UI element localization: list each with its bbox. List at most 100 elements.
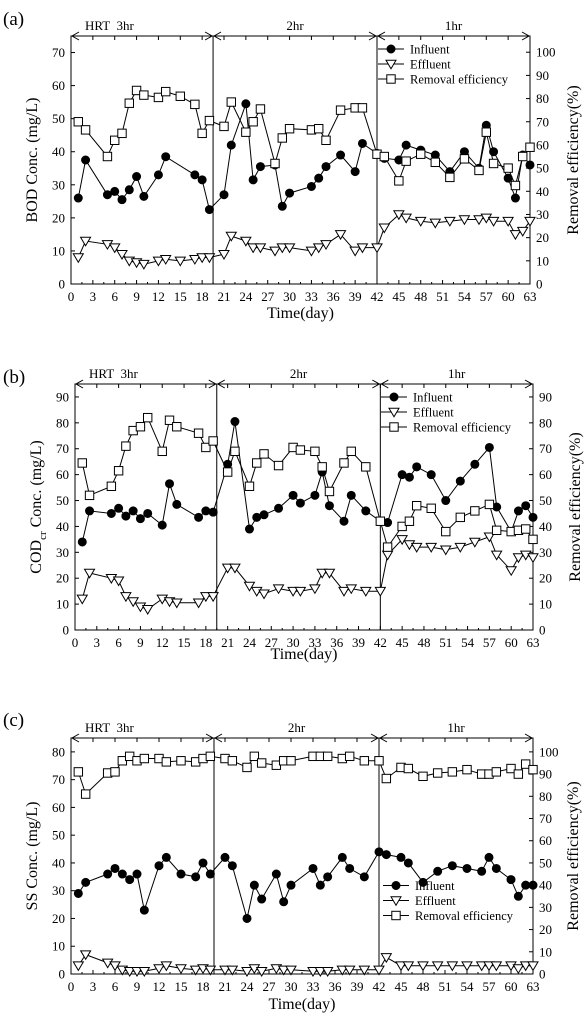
data-point-removal-efficiency [277, 133, 287, 143]
y-tick-label: 30 [56, 545, 69, 560]
phase-label-2: 2hr [286, 18, 304, 33]
data-point-effluent [72, 961, 85, 972]
series-line-3 [77, 89, 531, 188]
data-point-removal-efficiency [201, 442, 211, 453]
data-point-influent [324, 501, 334, 511]
data-point-influent [323, 872, 333, 882]
y2-tick-label: 40 [539, 519, 552, 534]
data-point-removal-efficiency [139, 753, 150, 764]
data-point-removal-efficiency [403, 763, 414, 774]
data-point-removal-efficiency [295, 445, 306, 455]
data-point-removal-efficiency [227, 756, 238, 766]
y-axis-label-rest: Conc. (mg/L) [28, 440, 45, 531]
data-point-effluent [380, 953, 393, 964]
data-point-influent [77, 537, 87, 547]
data-point-influent [81, 155, 91, 165]
data-point-removal-efficiency [404, 516, 415, 526]
data-point-influent [110, 863, 120, 873]
data-point-influent [308, 863, 318, 873]
y-tick-label: 0 [59, 967, 66, 982]
data-point-influent [161, 152, 171, 162]
data-point-removal-efficiency [139, 90, 149, 100]
legend-entry: Effluent [413, 406, 454, 420]
data-point-effluent [446, 961, 459, 972]
data-point-influent [470, 459, 480, 469]
x-tick-label: 33 [305, 289, 318, 304]
data-point-removal-efficiency [430, 157, 440, 168]
data-point-influent [128, 506, 138, 516]
data-point-removal-efficiency [249, 751, 260, 762]
data-point-influent [73, 888, 83, 898]
data-point-effluent [349, 246, 362, 257]
data-point-influent [337, 852, 347, 862]
phase-label-3: 1hr [448, 366, 466, 381]
data-point-removal-efficiency [335, 105, 346, 115]
data-point-removal-efficiency [361, 462, 371, 472]
data-point-influent [172, 499, 182, 509]
data-point-influent [513, 891, 523, 901]
data-point-influent [81, 877, 91, 887]
phase-arrowhead-right-3 [524, 733, 534, 743]
phase-arrowhead-left-3 [376, 31, 386, 41]
data-point-influent [345, 863, 355, 873]
data-point-effluent [336, 965, 349, 976]
y-axis-label: BOD Conc. (mg/L) [24, 98, 41, 223]
data-point-removal-efficiency [284, 124, 295, 134]
data-point-effluent [487, 216, 500, 227]
legend-entry: Influent [415, 879, 455, 893]
phase-arrowhead-right-1 [208, 379, 217, 389]
data-point-removal-efficiency [491, 767, 502, 777]
y2-tick-label: 20 [539, 571, 552, 586]
y2-tick-label: 30 [539, 900, 552, 915]
data-point-influent [255, 162, 265, 172]
phase-arrowhead-left-1 [70, 733, 80, 743]
y-tick-label: 0 [59, 277, 66, 292]
data-point-effluent [378, 223, 391, 234]
data-point-removal-efficiency [447, 767, 458, 777]
data-point-influent [455, 476, 465, 486]
y2-tick-label: 20 [536, 230, 549, 245]
x-tick-label: 57 [480, 289, 494, 304]
data-point-effluent [79, 236, 92, 247]
x-tick-label: 15 [174, 289, 187, 304]
data-point-influent [295, 498, 305, 508]
y-tick-label: 70 [52, 772, 65, 787]
data-point-removal-efficiency [161, 86, 171, 97]
phase-label-1: HRT 3hr [85, 18, 134, 33]
legend-marker [388, 407, 400, 418]
data-point-effluent [343, 965, 356, 976]
data-point-removal-efficiency [164, 415, 175, 425]
y2-axis-label: Removal efficiency(%) [567, 432, 584, 581]
data-point-influent [426, 470, 436, 480]
x-tick-label: 12 [156, 635, 169, 650]
data-point-effluent [287, 586, 299, 597]
x-tick-label: 42 [371, 289, 384, 304]
data-point-effluent [305, 246, 318, 257]
data-point-removal-efficiency [432, 768, 443, 778]
data-point-effluent [285, 965, 297, 976]
data-point-removal-efficiency [324, 486, 335, 497]
data-point-influent [506, 875, 516, 885]
x-tick-label: 12 [152, 289, 165, 304]
data-point-influent [381, 850, 391, 860]
y-tick-label: 30 [52, 177, 65, 192]
data-point-effluent [443, 216, 456, 227]
data-point-effluent [170, 598, 183, 609]
data-point-influent [154, 861, 164, 871]
data-point-removal-efficiency [416, 149, 426, 159]
data-point-influent [350, 167, 360, 177]
data-point-removal-efficiency [357, 103, 368, 113]
data-point-removal-efficiency [521, 524, 531, 534]
data-point-influent [359, 872, 369, 882]
data-point-influent [132, 869, 142, 879]
x-tick-label: 9 [134, 979, 141, 994]
phase-arrowhead-right-2 [372, 379, 381, 389]
x-tick-label: 36 [327, 289, 341, 304]
series-effluent [72, 950, 539, 977]
x-tick-label: 3 [90, 289, 97, 304]
data-point-influent [274, 503, 284, 513]
data-point-removal-efficiency [142, 412, 153, 423]
data-point-effluent [483, 961, 495, 972]
